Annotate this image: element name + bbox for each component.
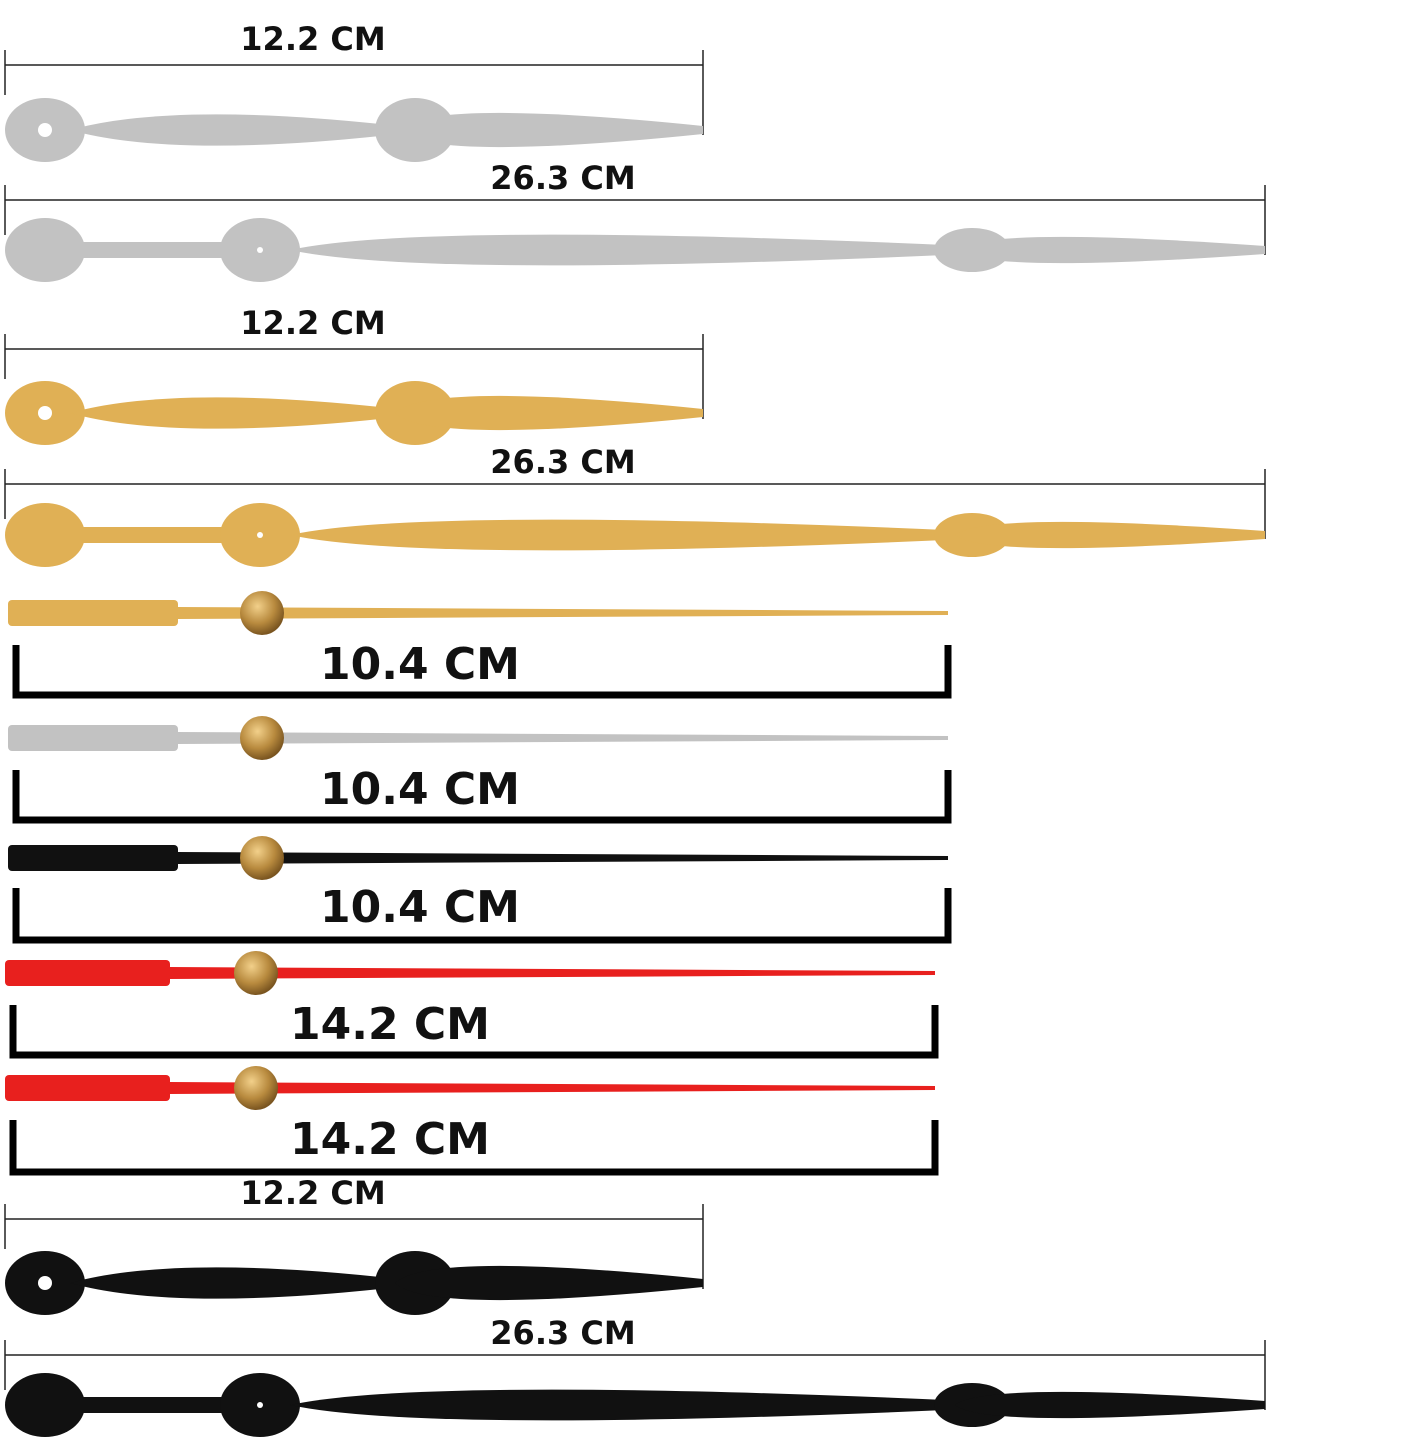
hand-hole (257, 247, 263, 253)
hand-shaft (170, 1082, 935, 1094)
dimension-label: 14.2 CM (290, 999, 490, 1050)
hand-tip (395, 1265, 703, 1301)
hand-tail (5, 960, 170, 986)
hand-hole (257, 532, 263, 538)
hand-tail (5, 1075, 170, 1101)
hand-hole (257, 1402, 263, 1408)
bracket (12, 888, 952, 944)
hand-hub (234, 951, 278, 995)
hand-base (5, 1373, 85, 1437)
dimension-label: 26.3 CM (490, 443, 635, 481)
hand-leaf (290, 1389, 945, 1421)
dimension-label: 10.4 CM (320, 882, 520, 933)
dimension-label: 10.4 CM (320, 639, 520, 690)
bracket (12, 645, 952, 699)
hand-tail (8, 725, 178, 751)
hand-leaf (290, 519, 945, 551)
bracket (9, 1120, 939, 1176)
hand-shaft (178, 607, 948, 619)
hand-hub (234, 1066, 278, 1110)
hand-tip (955, 521, 1265, 549)
dimension-label: 26.3 CM (490, 159, 635, 197)
dimension-label: 26.3 CM (490, 1314, 635, 1352)
hand-hole (38, 406, 52, 420)
hand-base (5, 218, 85, 282)
hand-shaft (178, 852, 948, 864)
hand-tail (8, 600, 178, 626)
dimension-label: 12.2 CM (240, 1174, 385, 1212)
dimension-label: 12.2 CM (240, 304, 385, 342)
dimension-label: 14.2 CM (290, 1114, 490, 1165)
hand-hub (240, 716, 284, 760)
hand-neck (80, 527, 230, 543)
hand-tip (395, 112, 703, 148)
hand-hub (240, 836, 284, 880)
dimension-label: 12.2 CM (240, 20, 385, 58)
hand-shaft (178, 732, 948, 744)
hand-leaf (70, 1267, 380, 1299)
hand-tip (395, 395, 703, 431)
bracket (9, 1005, 939, 1059)
hand-tail (8, 845, 178, 871)
dimension-label: 10.4 CM (320, 764, 520, 815)
hand-hole (38, 123, 52, 137)
bracket (12, 770, 952, 824)
hand-leaf (70, 114, 380, 146)
hand-shaft (170, 967, 935, 979)
hand-hub (240, 591, 284, 635)
hand-neck (80, 1397, 230, 1413)
hand-hole (38, 1276, 52, 1290)
hand-leaf (290, 234, 945, 266)
hand-leaf (70, 397, 380, 429)
hand-base (5, 503, 85, 567)
hand-tip (955, 1391, 1265, 1419)
hand-neck (80, 242, 230, 258)
hand-tip (955, 236, 1265, 264)
